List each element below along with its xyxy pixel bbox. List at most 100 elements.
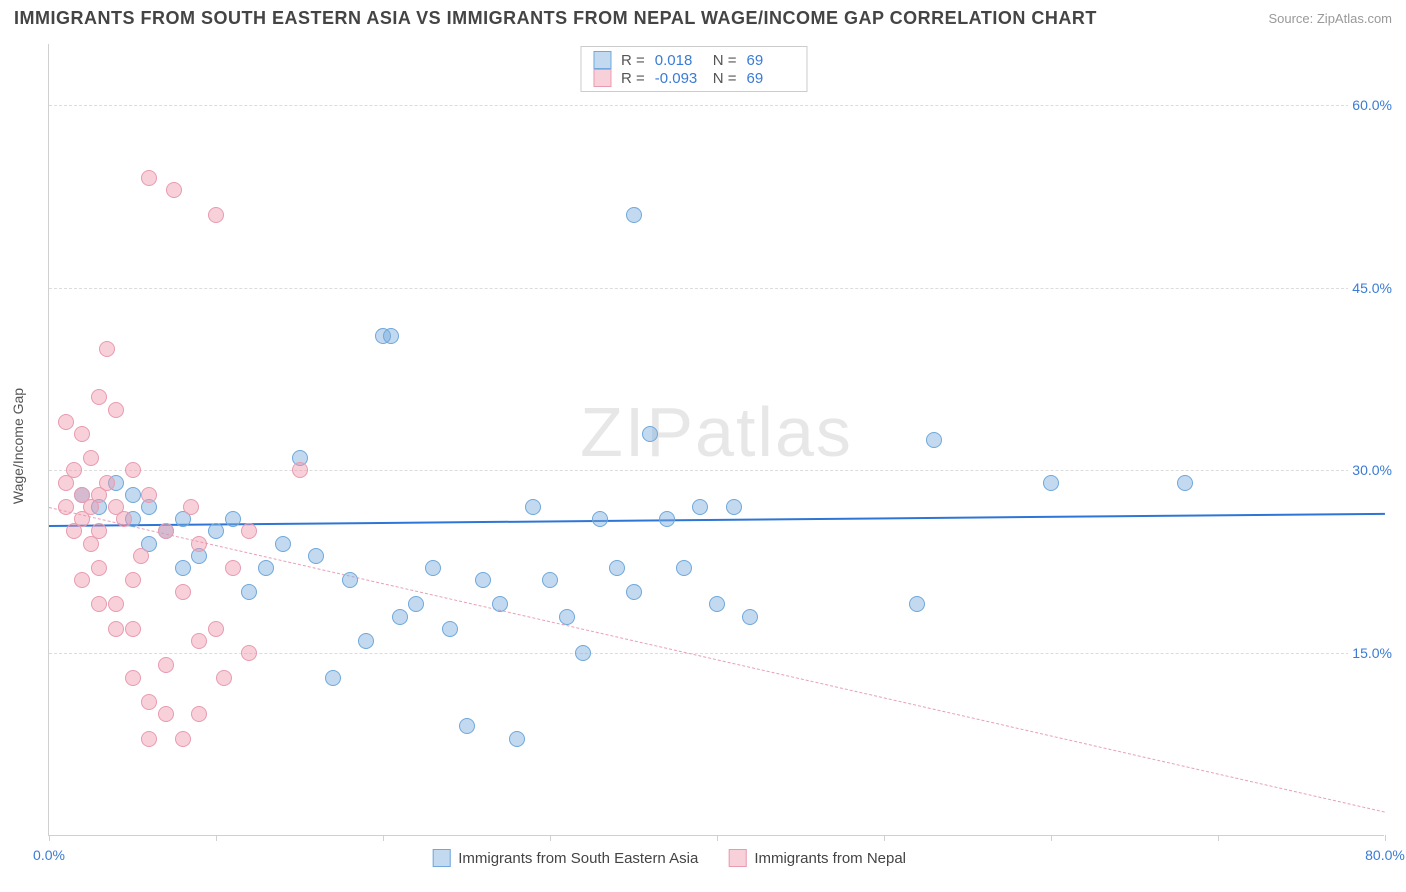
x-tick — [1051, 835, 1052, 841]
scatter-point — [91, 523, 107, 539]
scatter-point — [125, 462, 141, 478]
scatter-point — [225, 511, 241, 527]
gridline — [49, 470, 1384, 471]
scatter-point — [208, 523, 224, 539]
scatter-point — [475, 572, 491, 588]
y-tick-label: 60.0% — [1348, 97, 1396, 113]
n-label: N = — [713, 70, 737, 87]
scatter-point — [492, 596, 508, 612]
x-tick-label: 0.0% — [33, 847, 65, 863]
r-label: R = — [621, 70, 645, 87]
chart-plot-area: ZIPatlas R =0.018N =69R =-0.093N =69 Imm… — [48, 44, 1384, 836]
scatter-point — [383, 328, 399, 344]
scatter-point — [158, 706, 174, 722]
scatter-point — [609, 560, 625, 576]
scatter-point — [74, 572, 90, 588]
scatter-point — [125, 487, 141, 503]
scatter-point — [392, 609, 408, 625]
series-swatch — [593, 51, 611, 69]
scatter-point — [133, 548, 149, 564]
scatter-point — [175, 560, 191, 576]
x-tick — [49, 835, 50, 841]
scatter-point — [125, 572, 141, 588]
gridline — [49, 105, 1384, 106]
chart-title: IMMIGRANTS FROM SOUTH EASTERN ASIA VS IM… — [14, 8, 1097, 29]
series-swatch — [432, 849, 450, 867]
stats-row: R =0.018N =69 — [593, 51, 795, 69]
scatter-point — [626, 207, 642, 223]
scatter-point — [191, 706, 207, 722]
scatter-point — [175, 731, 191, 747]
scatter-point — [91, 389, 107, 405]
scatter-point — [91, 596, 107, 612]
n-value: 69 — [747, 70, 795, 87]
y-tick-label: 30.0% — [1348, 462, 1396, 478]
scatter-point — [909, 596, 925, 612]
scatter-point — [66, 462, 82, 478]
scatter-point — [116, 511, 132, 527]
scatter-point — [742, 609, 758, 625]
scatter-point — [225, 560, 241, 576]
scatter-point — [575, 645, 591, 661]
scatter-point — [66, 523, 82, 539]
scatter-point — [158, 657, 174, 673]
scatter-point — [183, 499, 199, 515]
x-tick — [1385, 835, 1386, 841]
x-tick — [717, 835, 718, 841]
scatter-point — [208, 207, 224, 223]
y-axis-title: Wage/Income Gap — [10, 388, 26, 504]
legend-label: Immigrants from South Eastern Asia — [458, 850, 698, 867]
r-label: R = — [621, 52, 645, 69]
legend-item: Immigrants from South Eastern Asia — [432, 849, 698, 867]
scatter-point — [108, 402, 124, 418]
scatter-point — [308, 548, 324, 564]
legend-label: Immigrants from Nepal — [754, 850, 906, 867]
scatter-point — [659, 511, 675, 527]
scatter-point — [91, 560, 107, 576]
scatter-point — [141, 487, 157, 503]
scatter-point — [258, 560, 274, 576]
n-label: N = — [713, 52, 737, 69]
scatter-point — [108, 596, 124, 612]
scatter-point — [408, 596, 424, 612]
scatter-point — [342, 572, 358, 588]
source-label: Source: ZipAtlas.com — [1268, 11, 1392, 26]
scatter-point — [425, 560, 441, 576]
scatter-point — [509, 731, 525, 747]
series-swatch — [593, 69, 611, 87]
scatter-point — [525, 499, 541, 515]
scatter-point — [726, 499, 742, 515]
scatter-point — [559, 609, 575, 625]
scatter-point — [141, 170, 157, 186]
scatter-point — [442, 621, 458, 637]
scatter-point — [166, 182, 182, 198]
x-tick — [216, 835, 217, 841]
scatter-point — [58, 499, 74, 515]
scatter-point — [74, 426, 90, 442]
scatter-point — [459, 718, 475, 734]
scatter-point — [99, 475, 115, 491]
series-swatch — [728, 849, 746, 867]
scatter-point — [216, 670, 232, 686]
scatter-point — [358, 633, 374, 649]
legend-item: Immigrants from Nepal — [728, 849, 906, 867]
stats-legend-box: R =0.018N =69R =-0.093N =69 — [580, 46, 808, 92]
scatter-point — [292, 462, 308, 478]
scatter-point — [158, 523, 174, 539]
x-tick-label: 80.0% — [1365, 847, 1405, 863]
scatter-point — [926, 432, 942, 448]
scatter-point — [1043, 475, 1059, 491]
scatter-point — [241, 523, 257, 539]
scatter-point — [191, 536, 207, 552]
scatter-point — [208, 621, 224, 637]
scatter-point — [141, 694, 157, 710]
y-tick-label: 45.0% — [1348, 280, 1396, 296]
scatter-point — [241, 645, 257, 661]
scatter-point — [83, 450, 99, 466]
x-tick — [550, 835, 551, 841]
scatter-point — [141, 731, 157, 747]
x-tick — [884, 835, 885, 841]
scatter-point — [191, 633, 207, 649]
scatter-point — [83, 499, 99, 515]
scatter-point — [241, 584, 257, 600]
